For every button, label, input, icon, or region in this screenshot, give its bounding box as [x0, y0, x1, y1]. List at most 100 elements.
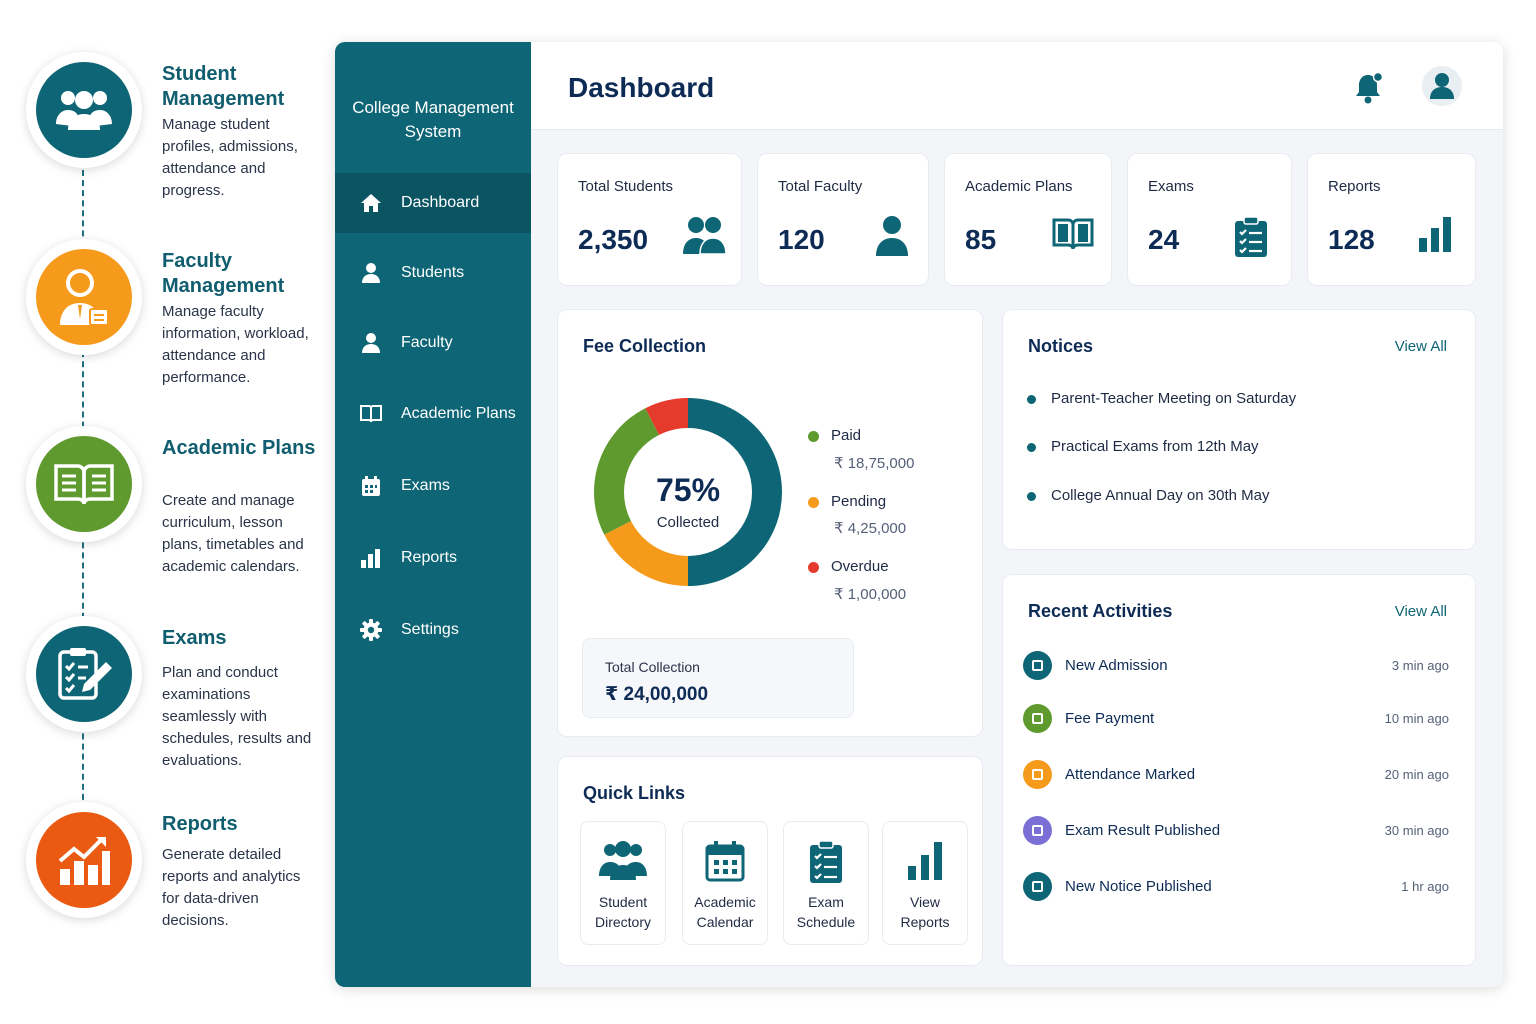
- legend-dot: [808, 430, 819, 442]
- page-title: Dashboard: [568, 72, 715, 103]
- fee-collection-title: Fee Collection: [583, 336, 707, 356]
- attendance-icon: [1023, 760, 1052, 789]
- stat-card-total-students[interactable]: Total Students 2,350: [557, 153, 742, 286]
- sidebar-item-reports[interactable]: Reports: [335, 528, 531, 588]
- quick-link-label: Exam Schedule: [784, 892, 868, 932]
- students-group-icon: [36, 62, 132, 158]
- activity-time: 1 hr ago: [1401, 879, 1449, 894]
- students-group-icon: [598, 840, 648, 884]
- activity-time: 30 min ago: [1384, 823, 1449, 838]
- person-icon: [359, 331, 383, 355]
- notice-item[interactable]: Practical Exams from 12th May: [1027, 438, 1259, 455]
- sidebar-item-settings[interactable]: Settings: [335, 600, 531, 660]
- sidebar-item-academic-plans[interactable]: Academic Plans: [335, 384, 531, 444]
- feature-icon-frame: [26, 52, 142, 168]
- quick-link-label: Academic Calendar: [683, 892, 767, 932]
- notice-item[interactable]: College Annual Day on 30th May: [1027, 487, 1269, 504]
- stat-value: 85: [965, 224, 997, 255]
- quick-link-label-line1: Exam: [808, 894, 844, 910]
- stat-value: 24: [1148, 224, 1180, 255]
- sidebar-item-students[interactable]: Students: [335, 243, 531, 303]
- feature-icon-frame: [26, 616, 142, 732]
- activity-new-admission[interactable]: New Admission 3 min ago: [1023, 651, 1449, 681]
- legend-overdue: Overdue: [808, 558, 889, 575]
- feature-icon-frame: [26, 426, 142, 542]
- quick-link-student-directory[interactable]: Student Directory: [580, 821, 666, 945]
- quick-link-exam-schedule[interactable]: Exam Schedule: [783, 821, 869, 945]
- notices-view-all-link[interactable]: View All: [1394, 338, 1447, 355]
- feature-title: Exams: [162, 627, 227, 649]
- activity-attendance-marked[interactable]: Attendance Marked 20 min ago: [1023, 760, 1449, 790]
- quick-link-label-line1: View: [909, 894, 941, 910]
- sidebar-item-faculty[interactable]: Faculty: [335, 313, 531, 373]
- quick-link-label-line1: Student: [598, 894, 648, 910]
- feature-title: Reports: [162, 813, 238, 835]
- legend-paid: Paid: [808, 427, 861, 444]
- sidebar-item-label: Reports: [401, 549, 458, 566]
- sidebar-item-label: Academic Plans: [401, 405, 516, 422]
- quick-link-label-line2: Schedule: [796, 914, 856, 930]
- recent-activities-title: Recent Activities: [1028, 601, 1173, 621]
- notice-icon: [1023, 872, 1052, 901]
- stat-value: 120: [778, 224, 825, 255]
- feature-icon-frame: [26, 802, 142, 918]
- stat-value: 2,350: [578, 224, 649, 255]
- quick-links-title: Quick Links: [583, 783, 686, 803]
- feature-icon-frame: [26, 239, 142, 355]
- feature-title: Academic Plans: [162, 437, 316, 459]
- user-icon: [1430, 73, 1454, 99]
- sidebar-item-label: Settings: [401, 621, 459, 638]
- checklist-icon: [1234, 216, 1278, 258]
- bar-chart-icon: [900, 840, 950, 884]
- stat-label: Academic Plans: [965, 178, 1073, 195]
- legend-label: Paid: [831, 427, 862, 444]
- legend-amount: ₹ 4,25,000: [834, 520, 907, 537]
- quick-links-card: Quick Links Student Directory Academic Cal…: [557, 756, 983, 966]
- feature-faculty-management: Faculty Management Manage faculty inform…: [0, 239, 330, 429]
- sidebar-item-label: Students: [401, 264, 465, 281]
- notice-text: Practical Exams from 12th May: [1051, 438, 1259, 455]
- stat-card-exams[interactable]: Exams 24: [1127, 153, 1292, 286]
- notices-card: Notices View All Parent-Teacher Meeting …: [1002, 309, 1476, 550]
- app-title: College Management System: [352, 98, 514, 141]
- feature-title: Faculty Management: [162, 250, 285, 297]
- feature-description: Plan and conduct examinations seamlessly…: [162, 664, 312, 769]
- bar-chart-icon: [359, 546, 383, 570]
- open-book-icon: [36, 436, 132, 532]
- sidebar: College Management System Dashboard Stud…: [335, 42, 531, 987]
- sidebar-item-dashboard[interactable]: Dashboard: [335, 173, 531, 233]
- legend-label: Pending: [831, 493, 887, 510]
- activity-name: Exam Result Published: [1065, 822, 1221, 839]
- notice-text: Parent-Teacher Meeting on Saturday: [1051, 390, 1297, 407]
- stat-card-academic-plans[interactable]: Academic Plans 85: [944, 153, 1112, 286]
- activity-name: New Admission: [1065, 657, 1168, 674]
- sidebar-item-exams[interactable]: Exams: [335, 456, 531, 516]
- fee-donut-chart: [594, 398, 782, 586]
- quick-link-label-line2: Calendar: [696, 914, 754, 930]
- feature-description: Manage student profiles, admissions, att…: [162, 116, 298, 199]
- legend-dot: [808, 561, 819, 573]
- feature-description: Create and manage curriculum, lesson pla…: [162, 492, 304, 575]
- activities-view-all-link[interactable]: View All: [1394, 603, 1447, 620]
- total-collection-value: ₹ 24,00,000: [605, 684, 709, 705]
- stat-label: Reports: [1328, 178, 1381, 195]
- activity-fee-payment[interactable]: Fee Payment 10 min ago: [1023, 704, 1449, 734]
- stat-label: Exams: [1148, 178, 1194, 195]
- quick-link-academic-calendar[interactable]: Academic Calendar: [682, 821, 768, 945]
- feature-reports: Reports Generate detailed reports and an…: [0, 802, 330, 992]
- user-avatar[interactable]: [1422, 66, 1462, 106]
- notification-bell-icon[interactable]: [1354, 71, 1384, 104]
- stat-card-reports[interactable]: Reports 128: [1307, 153, 1476, 286]
- feature-title: Student Management: [162, 63, 285, 110]
- recent-activities-card: Recent Activities View All New Admission…: [1002, 574, 1476, 966]
- quick-link-view-reports[interactable]: View Reports: [882, 821, 968, 945]
- notice-item[interactable]: Parent-Teacher Meeting on Saturday: [1027, 390, 1296, 407]
- activity-exam-result-published[interactable]: Exam Result Published 30 min ago: [1023, 816, 1449, 846]
- stat-card-total-faculty[interactable]: Total Faculty 120: [757, 153, 929, 286]
- feature-exams: Exams Plan and conduct examinations seam…: [0, 616, 330, 806]
- quick-link-label-line1: Academic: [694, 894, 756, 910]
- activity-time: 20 min ago: [1384, 767, 1449, 782]
- bar-chart-icon: [1418, 216, 1462, 258]
- fee-collection-card: Fee Collection 75% Collected Paid ₹ 18,7…: [557, 309, 983, 737]
- activity-new-notice-published[interactable]: New Notice Published 1 hr ago: [1023, 872, 1449, 902]
